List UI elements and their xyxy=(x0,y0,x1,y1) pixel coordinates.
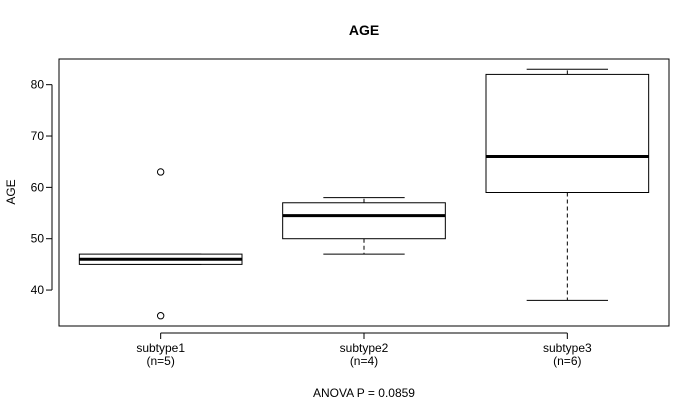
y-axis: 40 50 60 70 80 xyxy=(31,78,53,297)
outlier-point xyxy=(156,312,165,320)
category-label: subtype3 xyxy=(543,341,592,355)
boxes xyxy=(78,68,650,320)
anova-p-value: ANOVA P = 0.0859 xyxy=(313,386,415,400)
y-tick-label: 50 xyxy=(31,232,45,246)
category-count-label: (n=5) xyxy=(146,354,174,368)
x-axis: subtype1(n=5) subtype2(n=4) subtype3(n=6) xyxy=(136,332,592,368)
box-subtype1 xyxy=(78,168,243,320)
y-axis-label: AGE xyxy=(4,179,18,204)
y-tick-label: 80 xyxy=(31,78,45,92)
iqr-box xyxy=(282,202,446,240)
box-subtype2 xyxy=(282,197,446,255)
y-tick-label: 40 xyxy=(31,283,45,297)
box-subtype3 xyxy=(485,68,650,301)
category-count-label: (n=6) xyxy=(553,354,581,368)
chart-title: AGE xyxy=(349,22,379,38)
y-tick-label: 60 xyxy=(31,180,45,194)
iqr-box xyxy=(485,73,650,193)
category-label: subtype2 xyxy=(340,341,389,355)
category-count-label: (n=4) xyxy=(350,354,378,368)
outlier-point xyxy=(156,168,165,176)
category-label: subtype1 xyxy=(136,341,185,355)
plot-frame xyxy=(58,58,670,327)
y-tick-label: 70 xyxy=(31,129,45,143)
